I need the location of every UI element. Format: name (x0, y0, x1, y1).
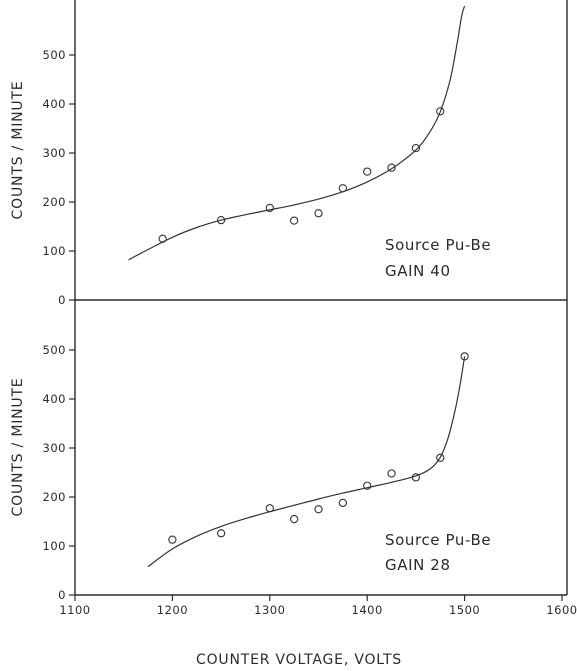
panel-bottom-ytick-label: 500 (43, 343, 66, 357)
panel-bottom-ylabel: COUNTS / MINUTE (10, 378, 26, 517)
panel-top-ytick-label: 300 (43, 146, 66, 160)
panel-bottom-data-point (338, 498, 347, 508)
panel-bottom-xtick-label: 1300 (254, 603, 285, 617)
panel-top-ytick-label: 400 (43, 97, 66, 111)
panel-top-ylabel: COUNTS / MINUTE (10, 81, 26, 220)
panel-bottom-ytick-label: 300 (43, 441, 66, 455)
panel-top-ytick-label: 100 (43, 244, 66, 258)
panel-top-data-point (411, 143, 421, 153)
panel-bottom-ytick-label: 100 (43, 539, 66, 553)
panel-top-frame (74, 0, 568, 301)
panel-bottom-xtick-label: 1100 (59, 603, 90, 617)
panel-bottom-xtick-label: 1400 (352, 603, 383, 617)
panel-top-ytick-label: 200 (43, 195, 66, 209)
panel-bottom-annotation-source: Source Pu-Be (385, 531, 491, 549)
panel-bottom-data-point (168, 535, 177, 544)
panel-bottom-data-point (216, 529, 226, 538)
panel-bottom-xtick-label: 1600 (546, 603, 577, 617)
panel-top-annotation-gain: GAIN 40 (385, 262, 451, 280)
panel-bottom-annotation-gain: GAIN 28 (385, 556, 451, 574)
panel-bottom-data-point (289, 514, 299, 524)
panel-bottom-fit-curve (147, 356, 466, 568)
panel-top-data-point (363, 167, 372, 176)
panel-top-ytick-label: 500 (43, 48, 66, 62)
panel-top-data-point (314, 209, 323, 218)
panel-bottom-data-point (314, 505, 323, 514)
panel-bottom-ytick-label: 400 (43, 392, 66, 406)
panel-bottom-data-point (387, 469, 396, 478)
chart-marks: 0 100 200 300 400 500 0 100 200 300 400 500 1100 1200… (43, 5, 577, 617)
panel-top-annotation-source: Source Pu-Be (385, 236, 491, 254)
panel-top-fit-curve (128, 5, 466, 261)
panel-bottom-ytick-label: 0 (58, 588, 66, 602)
panel-top-ytick-label: 0 (58, 293, 66, 307)
panel-bottom-frame (74, 300, 568, 596)
panel-bottom-xtick-label: 1200 (157, 603, 188, 617)
panel-bottom-ytick-label: 200 (43, 490, 66, 504)
panel-bottom-xtick-label: 1500 (449, 603, 480, 617)
panel-top-data-point (289, 216, 299, 225)
x-axis-label: COUNTER VOLTAGE, VOLTS (196, 652, 402, 668)
